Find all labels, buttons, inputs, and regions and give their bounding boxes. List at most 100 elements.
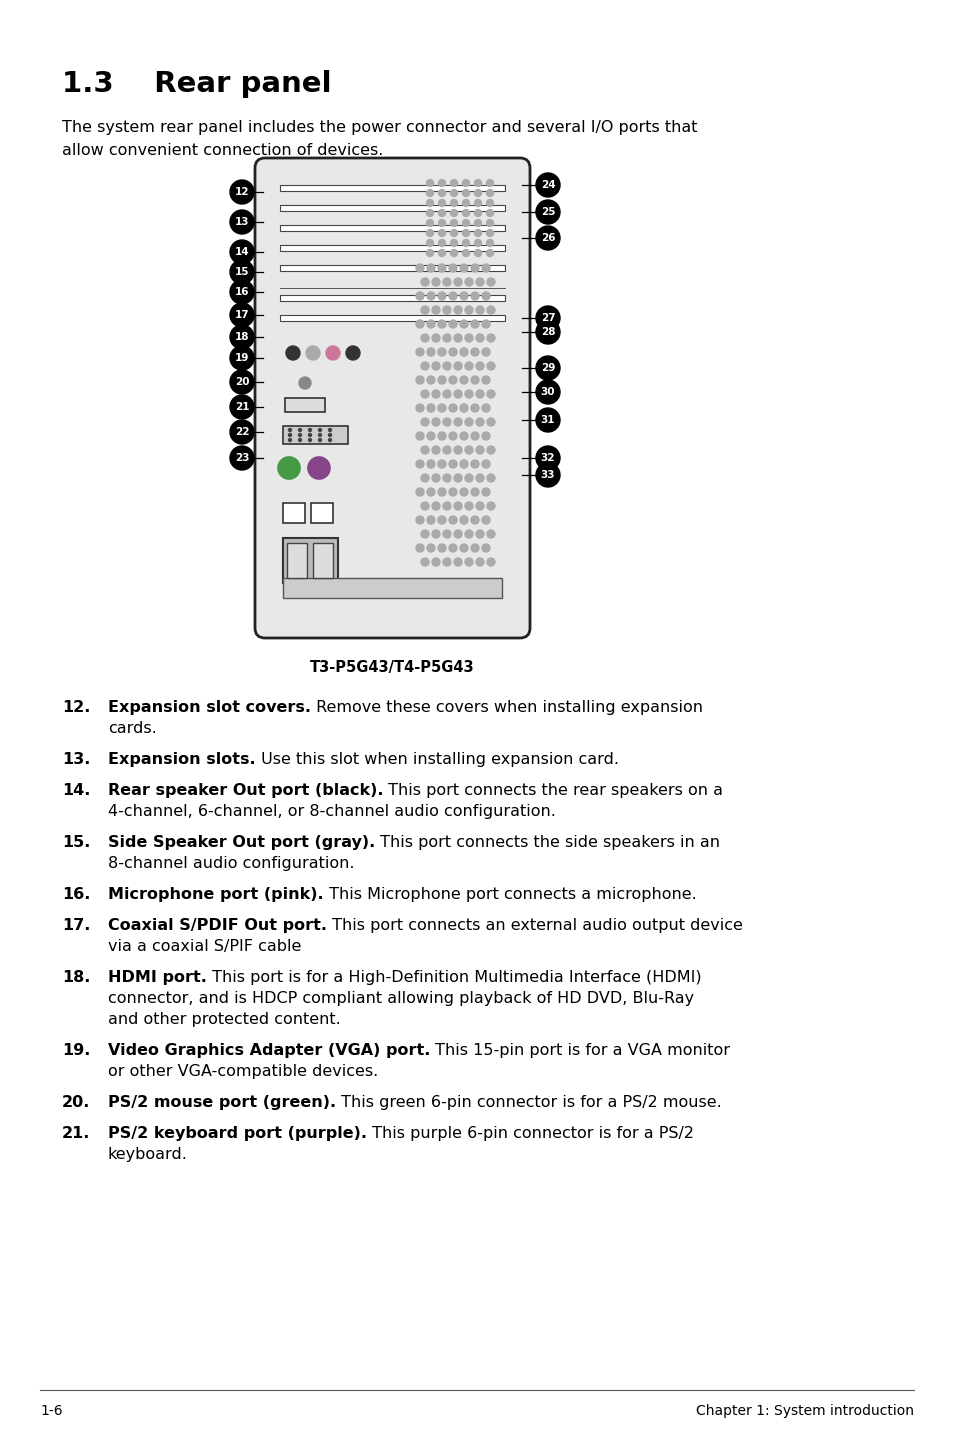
Circle shape	[449, 460, 456, 467]
Circle shape	[318, 433, 321, 437]
Text: 8-channel audio configuration.: 8-channel audio configuration.	[108, 856, 355, 871]
Bar	[283, 538, 337, 582]
Text: 13.: 13.	[62, 752, 91, 766]
Circle shape	[449, 487, 456, 496]
Circle shape	[471, 292, 478, 301]
Circle shape	[432, 558, 439, 567]
Text: keyboard.: keyboard.	[108, 1148, 188, 1162]
Circle shape	[450, 210, 457, 217]
Circle shape	[486, 180, 493, 187]
Text: Expansion slot covers.: Expansion slot covers.	[108, 700, 311, 715]
Circle shape	[481, 265, 490, 272]
Circle shape	[298, 429, 301, 431]
Circle shape	[442, 306, 451, 313]
Circle shape	[416, 404, 423, 413]
Circle shape	[459, 292, 468, 301]
Circle shape	[464, 334, 473, 342]
Circle shape	[277, 457, 299, 479]
Circle shape	[437, 544, 446, 552]
Circle shape	[454, 390, 461, 398]
Circle shape	[416, 375, 423, 384]
Circle shape	[230, 260, 253, 283]
Circle shape	[437, 292, 446, 301]
Circle shape	[432, 531, 439, 538]
Circle shape	[486, 531, 495, 538]
Circle shape	[420, 362, 429, 370]
Circle shape	[449, 348, 456, 357]
Circle shape	[298, 433, 301, 437]
Circle shape	[449, 404, 456, 413]
Circle shape	[476, 390, 483, 398]
Circle shape	[486, 250, 493, 256]
Bar	[280, 315, 504, 321]
Text: 27: 27	[540, 313, 555, 324]
Circle shape	[420, 390, 429, 398]
Circle shape	[450, 190, 457, 197]
Circle shape	[442, 531, 451, 538]
Circle shape	[474, 230, 481, 236]
Text: This port is for a High-Definition Multimedia Interface (HDMI): This port is for a High-Definition Multi…	[207, 971, 700, 985]
Circle shape	[427, 321, 435, 328]
Circle shape	[426, 230, 433, 236]
Circle shape	[427, 404, 435, 413]
Circle shape	[536, 446, 559, 470]
Circle shape	[449, 292, 456, 301]
Text: 17.: 17.	[62, 917, 91, 933]
Circle shape	[427, 431, 435, 440]
Text: Video Graphics Adapter (VGA) port.: Video Graphics Adapter (VGA) port.	[108, 1043, 430, 1058]
Circle shape	[437, 431, 446, 440]
Circle shape	[481, 431, 490, 440]
Circle shape	[481, 404, 490, 413]
Circle shape	[442, 446, 451, 454]
Text: 29: 29	[540, 362, 555, 372]
Bar	[311, 503, 333, 523]
Circle shape	[481, 321, 490, 328]
Text: 19: 19	[234, 352, 249, 362]
Circle shape	[450, 240, 457, 246]
Circle shape	[288, 429, 292, 431]
Text: 15.: 15.	[62, 835, 91, 850]
Circle shape	[462, 200, 469, 207]
Circle shape	[437, 375, 446, 384]
Circle shape	[486, 418, 495, 426]
Circle shape	[427, 460, 435, 467]
Text: via a coaxial S/PIF cable: via a coaxial S/PIF cable	[108, 939, 301, 953]
Text: 15: 15	[234, 267, 249, 278]
Bar	[313, 544, 333, 578]
Circle shape	[426, 250, 433, 256]
Circle shape	[486, 334, 495, 342]
Text: 19.: 19.	[62, 1043, 91, 1058]
Bar	[280, 244, 504, 252]
Circle shape	[536, 306, 559, 329]
Circle shape	[471, 516, 478, 523]
Circle shape	[454, 362, 461, 370]
Circle shape	[427, 544, 435, 552]
Text: allow convenient connection of devices.: allow convenient connection of devices.	[62, 142, 383, 158]
Text: Coaxial S/PDIF Out port.: Coaxial S/PDIF Out port.	[108, 917, 327, 933]
Circle shape	[438, 220, 445, 227]
Text: Remove these covers when installing expansion: Remove these covers when installing expa…	[311, 700, 702, 715]
Circle shape	[416, 292, 423, 301]
Circle shape	[476, 558, 483, 567]
Circle shape	[230, 446, 253, 470]
Circle shape	[449, 321, 456, 328]
Text: Microphone port (pink).: Microphone port (pink).	[108, 887, 323, 902]
Circle shape	[486, 220, 493, 227]
Circle shape	[464, 418, 473, 426]
Circle shape	[536, 200, 559, 224]
Circle shape	[298, 439, 301, 441]
Circle shape	[416, 544, 423, 552]
Circle shape	[459, 265, 468, 272]
Circle shape	[481, 460, 490, 467]
Circle shape	[427, 292, 435, 301]
Text: Side Speaker Out port (gray).: Side Speaker Out port (gray).	[108, 835, 375, 850]
Circle shape	[437, 516, 446, 523]
Circle shape	[476, 531, 483, 538]
Circle shape	[442, 558, 451, 567]
Text: 31: 31	[540, 416, 555, 426]
Circle shape	[288, 433, 292, 437]
Circle shape	[420, 278, 429, 286]
Circle shape	[486, 475, 495, 482]
Circle shape	[432, 502, 439, 510]
Bar	[283, 426, 348, 444]
